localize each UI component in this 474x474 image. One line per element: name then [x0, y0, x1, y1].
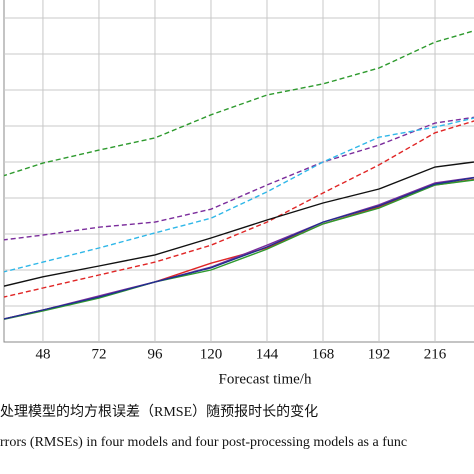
x-tick-label: 168: [312, 346, 335, 362]
x-tick-label: 72: [91, 346, 106, 362]
x-axis-label: Forecast time/h: [219, 371, 312, 387]
series-line: [4, 177, 474, 320]
x-tick-label: 216: [424, 346, 447, 362]
series-line: [4, 30, 474, 177]
x-tick-label: 144: [256, 346, 279, 362]
series-line: [4, 179, 474, 320]
series-line: [4, 116, 474, 241]
caption-en: rrors (RMSEs) in four models and four po…: [0, 435, 407, 450]
caption-cn: 处理模型的均方根误差（RMSE）随预报时长的变化: [0, 404, 318, 420]
series-line: [4, 120, 474, 298]
x-tick-label: 96: [147, 346, 163, 362]
x-tick-label: 120: [200, 346, 223, 362]
plot-frame: [3, 0, 474, 343]
x-tick-label: 48: [35, 346, 50, 362]
series-line: [4, 161, 474, 287]
x-tick-label: 192: [368, 346, 391, 362]
